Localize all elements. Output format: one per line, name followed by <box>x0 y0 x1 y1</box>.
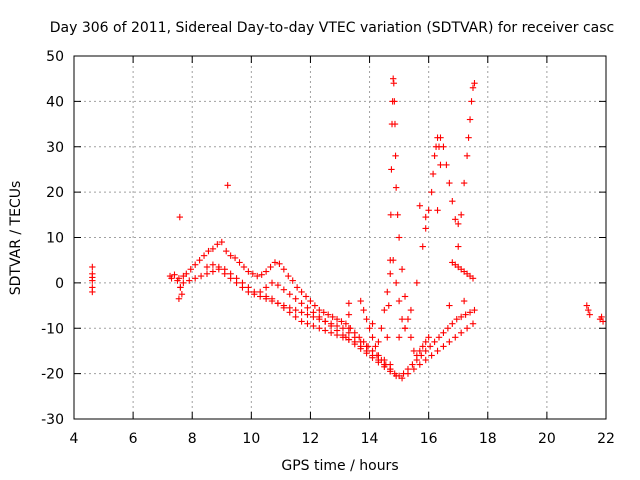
x-tick-label: 20 <box>538 431 556 447</box>
x-tick-label: 10 <box>242 431 260 447</box>
chart-svg: Day 306 of 2011, Sidereal Day-to-day VTE… <box>0 0 640 480</box>
x-tick-label: 8 <box>188 431 197 447</box>
x-axis-label: GPS time / hours <box>281 458 398 474</box>
x-tick-label: 6 <box>129 431 138 447</box>
x-tick-label: 18 <box>479 431 497 447</box>
y-tick-label: 40 <box>46 94 64 110</box>
y-tick-label: -10 <box>41 321 64 337</box>
x-tick-label: 16 <box>420 431 438 447</box>
chart-background <box>0 0 640 480</box>
y-tick-label: -30 <box>41 412 64 428</box>
y-tick-label: 20 <box>46 185 64 201</box>
y-tick-label: 10 <box>46 231 64 247</box>
x-tick-label: 22 <box>597 431 615 447</box>
x-tick-label: 14 <box>361 431 379 447</box>
chart-title: Day 306 of 2011, Sidereal Day-to-day VTE… <box>50 20 614 36</box>
x-tick-label: 4 <box>70 431 79 447</box>
y-tick-label: 30 <box>46 140 64 156</box>
chart-container: Day 306 of 2011, Sidereal Day-to-day VTE… <box>0 0 640 480</box>
x-tick-label: 12 <box>302 431 320 447</box>
y-tick-label: -20 <box>41 367 64 383</box>
y-tick-label: 50 <box>46 49 64 65</box>
y-axis-label: SDTVAR / TECUs <box>8 181 24 296</box>
y-tick-label: 0 <box>55 276 64 292</box>
